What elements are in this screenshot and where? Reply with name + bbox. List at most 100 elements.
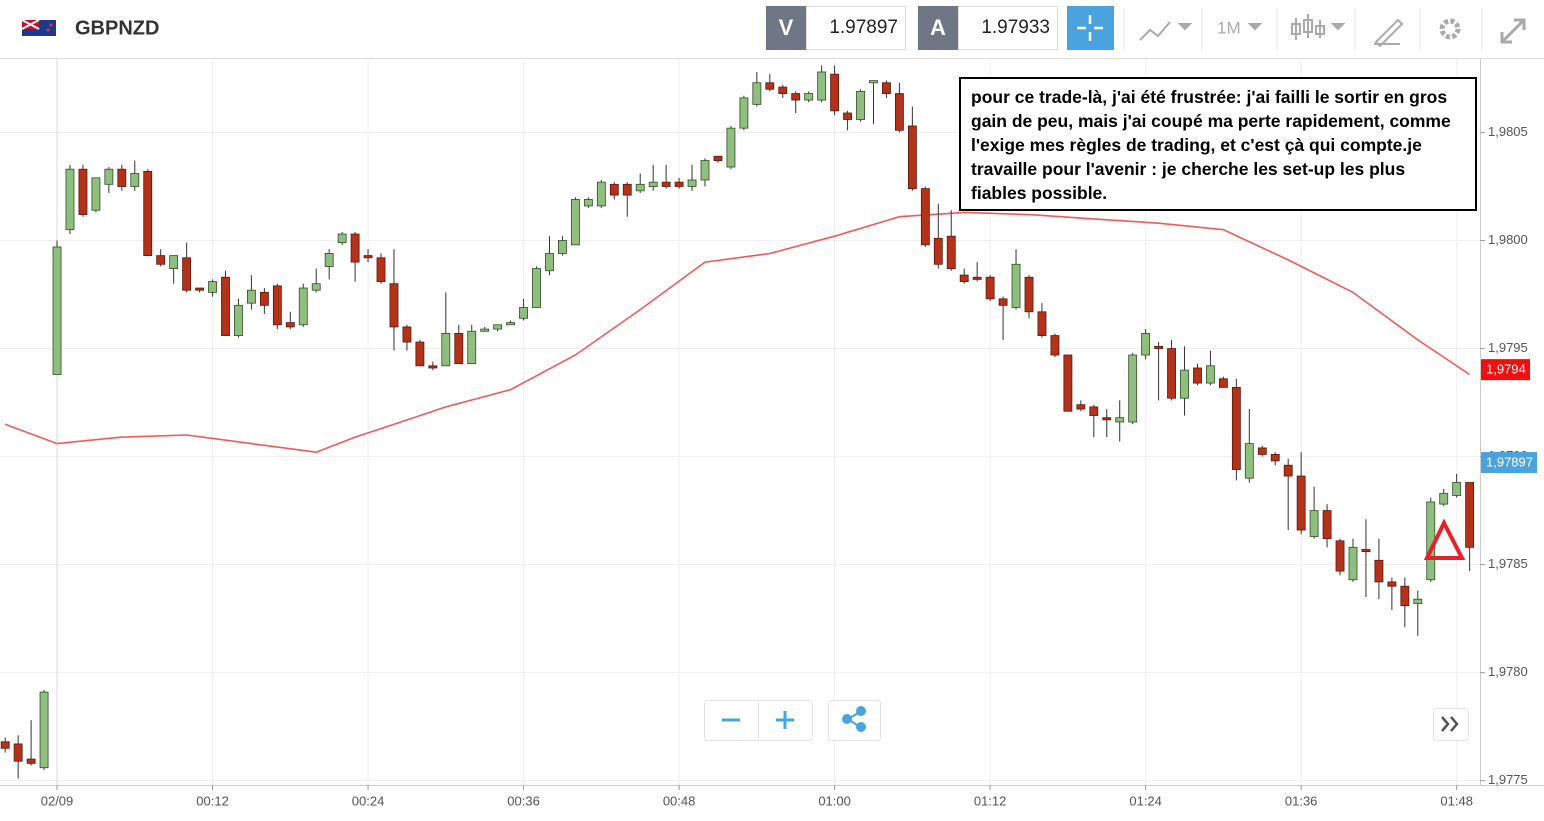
candle-body <box>959 274 969 282</box>
candle-body <box>1244 443 1254 479</box>
zoom-in[interactable] <box>776 711 794 729</box>
candle-body <box>39 691 49 769</box>
candle-body <box>324 253 334 267</box>
candle-body <box>1167 348 1176 399</box>
candle-body <box>1413 598 1423 604</box>
candle-body <box>622 183 632 196</box>
candle-body <box>869 80 878 84</box>
candle-body <box>726 127 736 168</box>
candle-body <box>1037 311 1047 336</box>
candle-body <box>1024 276 1034 313</box>
candle-body <box>1115 417 1125 423</box>
ma-tag: 1,9794 <box>1486 362 1526 377</box>
candle-body <box>272 285 282 326</box>
candle-body <box>1309 510 1319 537</box>
bid-box[interactable] <box>766 6 806 50</box>
candle-body <box>1050 335 1060 356</box>
candle-body <box>713 155 723 161</box>
ask-label: A <box>930 15 946 40</box>
candle-body <box>843 112 852 120</box>
candle-body <box>609 183 619 196</box>
chart-type-icon[interactable] <box>1139 21 1171 41</box>
scroll-right[interactable] <box>1441 716 1459 732</box>
candle-body <box>1154 345 1164 349</box>
candle-body <box>506 322 516 326</box>
candle-body <box>415 341 425 367</box>
grid <box>0 59 1480 785</box>
timeframe-caret[interactable] <box>1247 23 1263 31</box>
candle-body <box>1141 333 1151 356</box>
candle-body <box>1387 581 1397 587</box>
candle-body <box>765 82 775 90</box>
candle-body <box>493 324 503 330</box>
timeframe[interactable]: 1M <box>1217 18 1241 37</box>
candle-body <box>882 82 891 94</box>
candle-body <box>441 333 451 367</box>
candle-body <box>169 255 179 269</box>
candle-body <box>1076 404 1086 410</box>
candle-body <box>998 298 1008 306</box>
candle-body <box>752 82 762 105</box>
candle-body <box>739 97 749 129</box>
candle-body <box>1089 406 1099 416</box>
chart-type-caret[interactable] <box>1177 23 1193 31</box>
marks <box>0 65 1475 779</box>
candle-body <box>259 291 269 306</box>
crosshair-button[interactable] <box>1067 6 1114 50</box>
y-tick-label: 1,9795 <box>1488 340 1528 355</box>
candle-body <box>350 233 360 263</box>
candle-body <box>1063 354 1073 412</box>
candle-body <box>1322 510 1332 540</box>
settings-icon[interactable] <box>1439 18 1461 40</box>
candle-body <box>221 276 230 336</box>
share-button[interactable] <box>842 706 866 732</box>
candle-body <box>428 365 438 369</box>
x-tick-label: 01:24 <box>1129 793 1162 808</box>
candle-body <box>1206 365 1215 384</box>
candle-body <box>661 181 671 187</box>
candle-body <box>1231 387 1241 470</box>
ask-value-box <box>958 6 1058 50</box>
annotation: pour ce trade-là, j'ai été frustrée: j'a… <box>959 77 1477 211</box>
candle-body <box>1400 585 1410 607</box>
candle-body <box>402 326 412 343</box>
candle-body <box>596 181 606 207</box>
indicator-icon[interactable] <box>1291 14 1325 40</box>
candle-body <box>1102 417 1112 421</box>
candle-body <box>648 181 658 187</box>
candle-body <box>1465 482 1475 548</box>
draw-icon[interactable] <box>1374 18 1404 48</box>
zoom-controls <box>704 700 1469 741</box>
symbol: GBPNZD <box>75 17 159 39</box>
candle-body <box>1180 369 1189 399</box>
candle-body <box>363 255 373 259</box>
candle-body <box>298 287 308 326</box>
x-tick-label: 01:48 <box>1440 793 1473 808</box>
candle-body <box>78 168 88 215</box>
moving-average <box>4 211 1471 454</box>
candle-body <box>894 93 904 131</box>
candle-body <box>1011 263 1021 308</box>
candle-body <box>156 255 166 265</box>
y-tick-label: 1,9800 <box>1488 232 1528 247</box>
candle-body <box>0 741 10 749</box>
candle-body <box>195 287 204 291</box>
bid-value-box <box>806 6 906 50</box>
candle-body <box>1439 492 1449 505</box>
ask-box[interactable] <box>918 6 958 50</box>
candle-body <box>778 86 788 94</box>
expand-icon[interactable] <box>1500 18 1526 44</box>
candle-body <box>65 168 75 231</box>
flag-icon <box>21 19 56 36</box>
candle-body <box>907 125 917 190</box>
indicator-caret[interactable] <box>1330 23 1346 31</box>
candle-body <box>791 93 801 101</box>
candle-body <box>13 743 23 762</box>
candle-body <box>817 71 827 101</box>
candle-body <box>985 276 995 300</box>
price-tag: 1,97897 <box>1486 454 1533 469</box>
x-tick-label: 00:12 <box>196 793 229 808</box>
x-tick-label: 02/09 <box>41 793 74 808</box>
